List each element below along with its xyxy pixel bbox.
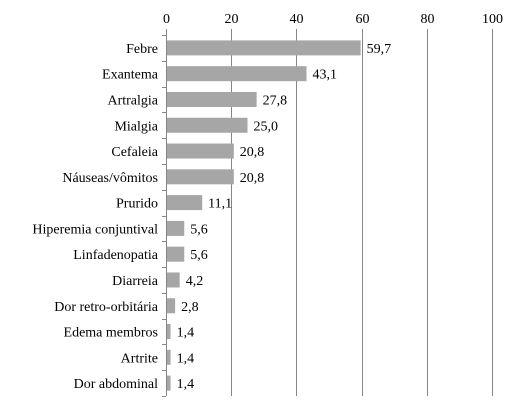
bar [167,117,248,133]
x-axis-ticks: 0 20 40 60 80 100 [163,12,503,27]
category-label: Prurido [116,197,158,212]
category-label: Artrite [121,351,158,366]
category-label: Hiperemia conjuntival [32,222,158,237]
bar [167,143,234,159]
x-tick-label: 80 [421,12,435,27]
x-tick-label: 100 [482,12,503,27]
x-tick-label: 60 [356,12,370,27]
bar [167,324,171,340]
category-label: Artralgia [107,93,158,108]
category-label: Exantema [102,68,159,83]
bar [167,246,185,262]
category-label: Cefaleia [111,145,158,160]
category-label: Febre [126,42,158,57]
bar [167,349,171,365]
value-label: 20,8 [240,145,264,160]
value-label: 27,8 [263,93,288,108]
category-label: Edema membros [64,326,158,341]
bar [167,220,185,236]
category-label: Linfadenopatia [73,248,159,263]
value-label: 11,1 [208,197,232,212]
bar [167,375,171,391]
value-label: 5,6 [190,222,208,237]
value-label: 20,8 [240,171,264,186]
bar [167,298,176,314]
value-label: 43,1 [313,68,338,83]
bar [167,91,257,107]
category-label: Mialgia [114,119,158,134]
category-label: Dor abdominal [74,377,158,392]
bar [167,195,203,211]
gridlines [162,29,493,397]
value-label: 1,4 [177,377,195,392]
bars [167,40,361,391]
bar [167,40,361,56]
x-tick-label: 0 [163,12,170,27]
bar [167,66,307,82]
value-label: 5,6 [190,248,208,263]
value-label: 4,2 [186,274,204,289]
value-label: 1,4 [177,351,195,366]
category-labels: Febre Exantema Artralgia Mialgia Cefaleia Náu… [32,42,158,392]
category-label: Dor retro-orbitária [54,300,159,315]
value-label: 2,8 [181,300,199,315]
x-tick-label: 20 [225,12,239,27]
category-label: Diarreia [112,274,159,289]
category-label: Náuseas/vômitos [62,171,158,186]
value-label: 59,7 [367,42,392,57]
bar [167,272,180,288]
value-labels: 59,743,127,825,020,820,811,15,65,64,22,8… [177,42,392,392]
value-label: 1,4 [177,326,195,341]
bar [167,169,234,185]
value-label: 25,0 [254,119,279,134]
x-tick-label: 40 [290,12,304,27]
